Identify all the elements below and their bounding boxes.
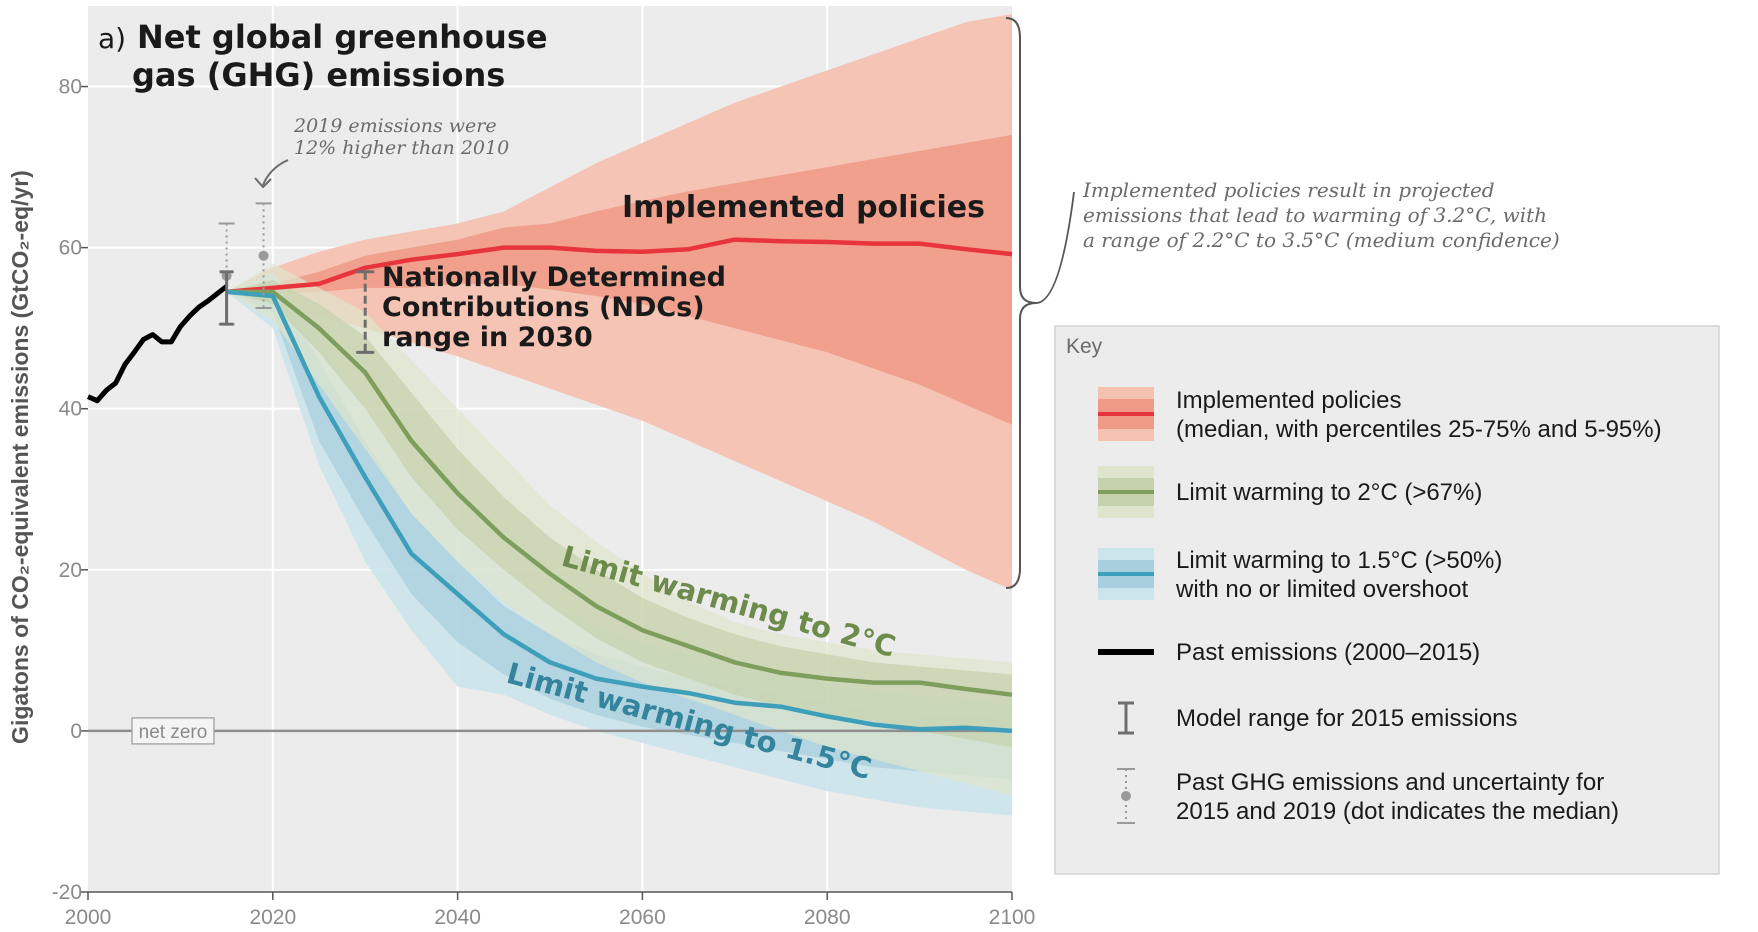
legend-item-text: with no or limited overshoot (1175, 576, 1468, 603)
y-tick-label: 0 (70, 720, 82, 743)
limit-2c-median-line (226, 289, 1013, 697)
limit-15c-median-line (226, 289, 1013, 734)
ndc-label-line: Contributions (NDCs) (382, 292, 705, 323)
legend-item-text: (median, with percentiles 25-75% and 5-9… (1176, 416, 1662, 443)
legend-item-text: Implemented policies (1176, 387, 1401, 414)
legend-swatch-uncert-dot (1121, 791, 1131, 801)
legend-item-text: 2015 and 2019 (dot indicates the median) (1176, 798, 1619, 825)
panel-label: a) (98, 22, 126, 55)
x-tick-label: 2080 (804, 906, 851, 929)
scenario-bands (226, 14, 1013, 816)
legend: Key Implemented policies(median, with per… (1054, 325, 1720, 875)
past-uncertainty-median-dot (258, 250, 269, 261)
y-tick-label: 60 (59, 237, 82, 260)
x-tick-label: 2100 (989, 906, 1036, 929)
legend-box (1054, 325, 1720, 875)
limit-2c-band-25-75 (226, 279, 1013, 747)
ndc-label-line: Nationally Determined (382, 262, 726, 293)
y-axis-label: Gigatons of CO₂-equivalent emissions (Gt… (7, 170, 33, 744)
y-tick-label: -20 (52, 881, 82, 904)
brace-note-line: a range of 2.2°C to 3.5°C (medium confid… (1083, 228, 1560, 252)
callout-2019-arrow-shaft (262, 159, 289, 186)
x-tick-label: 2020 (249, 906, 296, 929)
implemented-policies-label: Implemented policies (622, 190, 985, 225)
y-tick-label: 40 (59, 398, 82, 421)
y-tick-label: 20 (59, 559, 82, 582)
implemented-band-5-95 (226, 14, 1013, 591)
callout-2019-arrow-head (254, 177, 272, 189)
brace-note-line: Implemented policies result in projected (1082, 178, 1495, 202)
net-zero-label: net zero (139, 722, 208, 743)
chart-title-line-1: Net global greenhouse (137, 18, 548, 56)
x-tick-label: 2040 (434, 906, 481, 929)
legend-item-text: Model range for 2015 emissions (1176, 705, 1518, 732)
net-zero-line: net zero (88, 717, 1012, 745)
chart-title-line-2: gas (GHG) emissions (132, 56, 505, 94)
brace-leader (1035, 191, 1075, 304)
callout-2019-line-1: 2019 emissions were (293, 115, 497, 137)
legend-title: Key (1066, 335, 1103, 358)
callout-2019-line-2: 12% higher than 2010 (294, 137, 509, 159)
x-tick-label: 2000 (65, 906, 112, 929)
range-markers (218, 202, 375, 354)
brace-note-line: emissions that lead to warming of 3.2°C,… (1083, 203, 1547, 227)
y-tick-label: 80 (59, 76, 82, 99)
ndc-label-line: range in 2030 (382, 322, 593, 353)
net-zero-label-box (131, 717, 215, 745)
x-tick-label: 2060 (619, 906, 666, 929)
legend-item-text: Limit warming to 1.5°C (>50%) (1176, 547, 1502, 574)
legend-item-text: Past GHG emissions and uncertainty for (1176, 769, 1604, 796)
legend-item-text: Limit warming to 2°C (>67%) (1176, 479, 1482, 506)
legend-item-text: Past emissions (2000–2015) (1176, 639, 1480, 666)
axes: 2000 2020 2040 2060 2080 2100-20020406080Giga… (7, 76, 1035, 929)
past-emissions-line (86, 284, 229, 404)
implemented-band-25-75 (226, 134, 1013, 425)
